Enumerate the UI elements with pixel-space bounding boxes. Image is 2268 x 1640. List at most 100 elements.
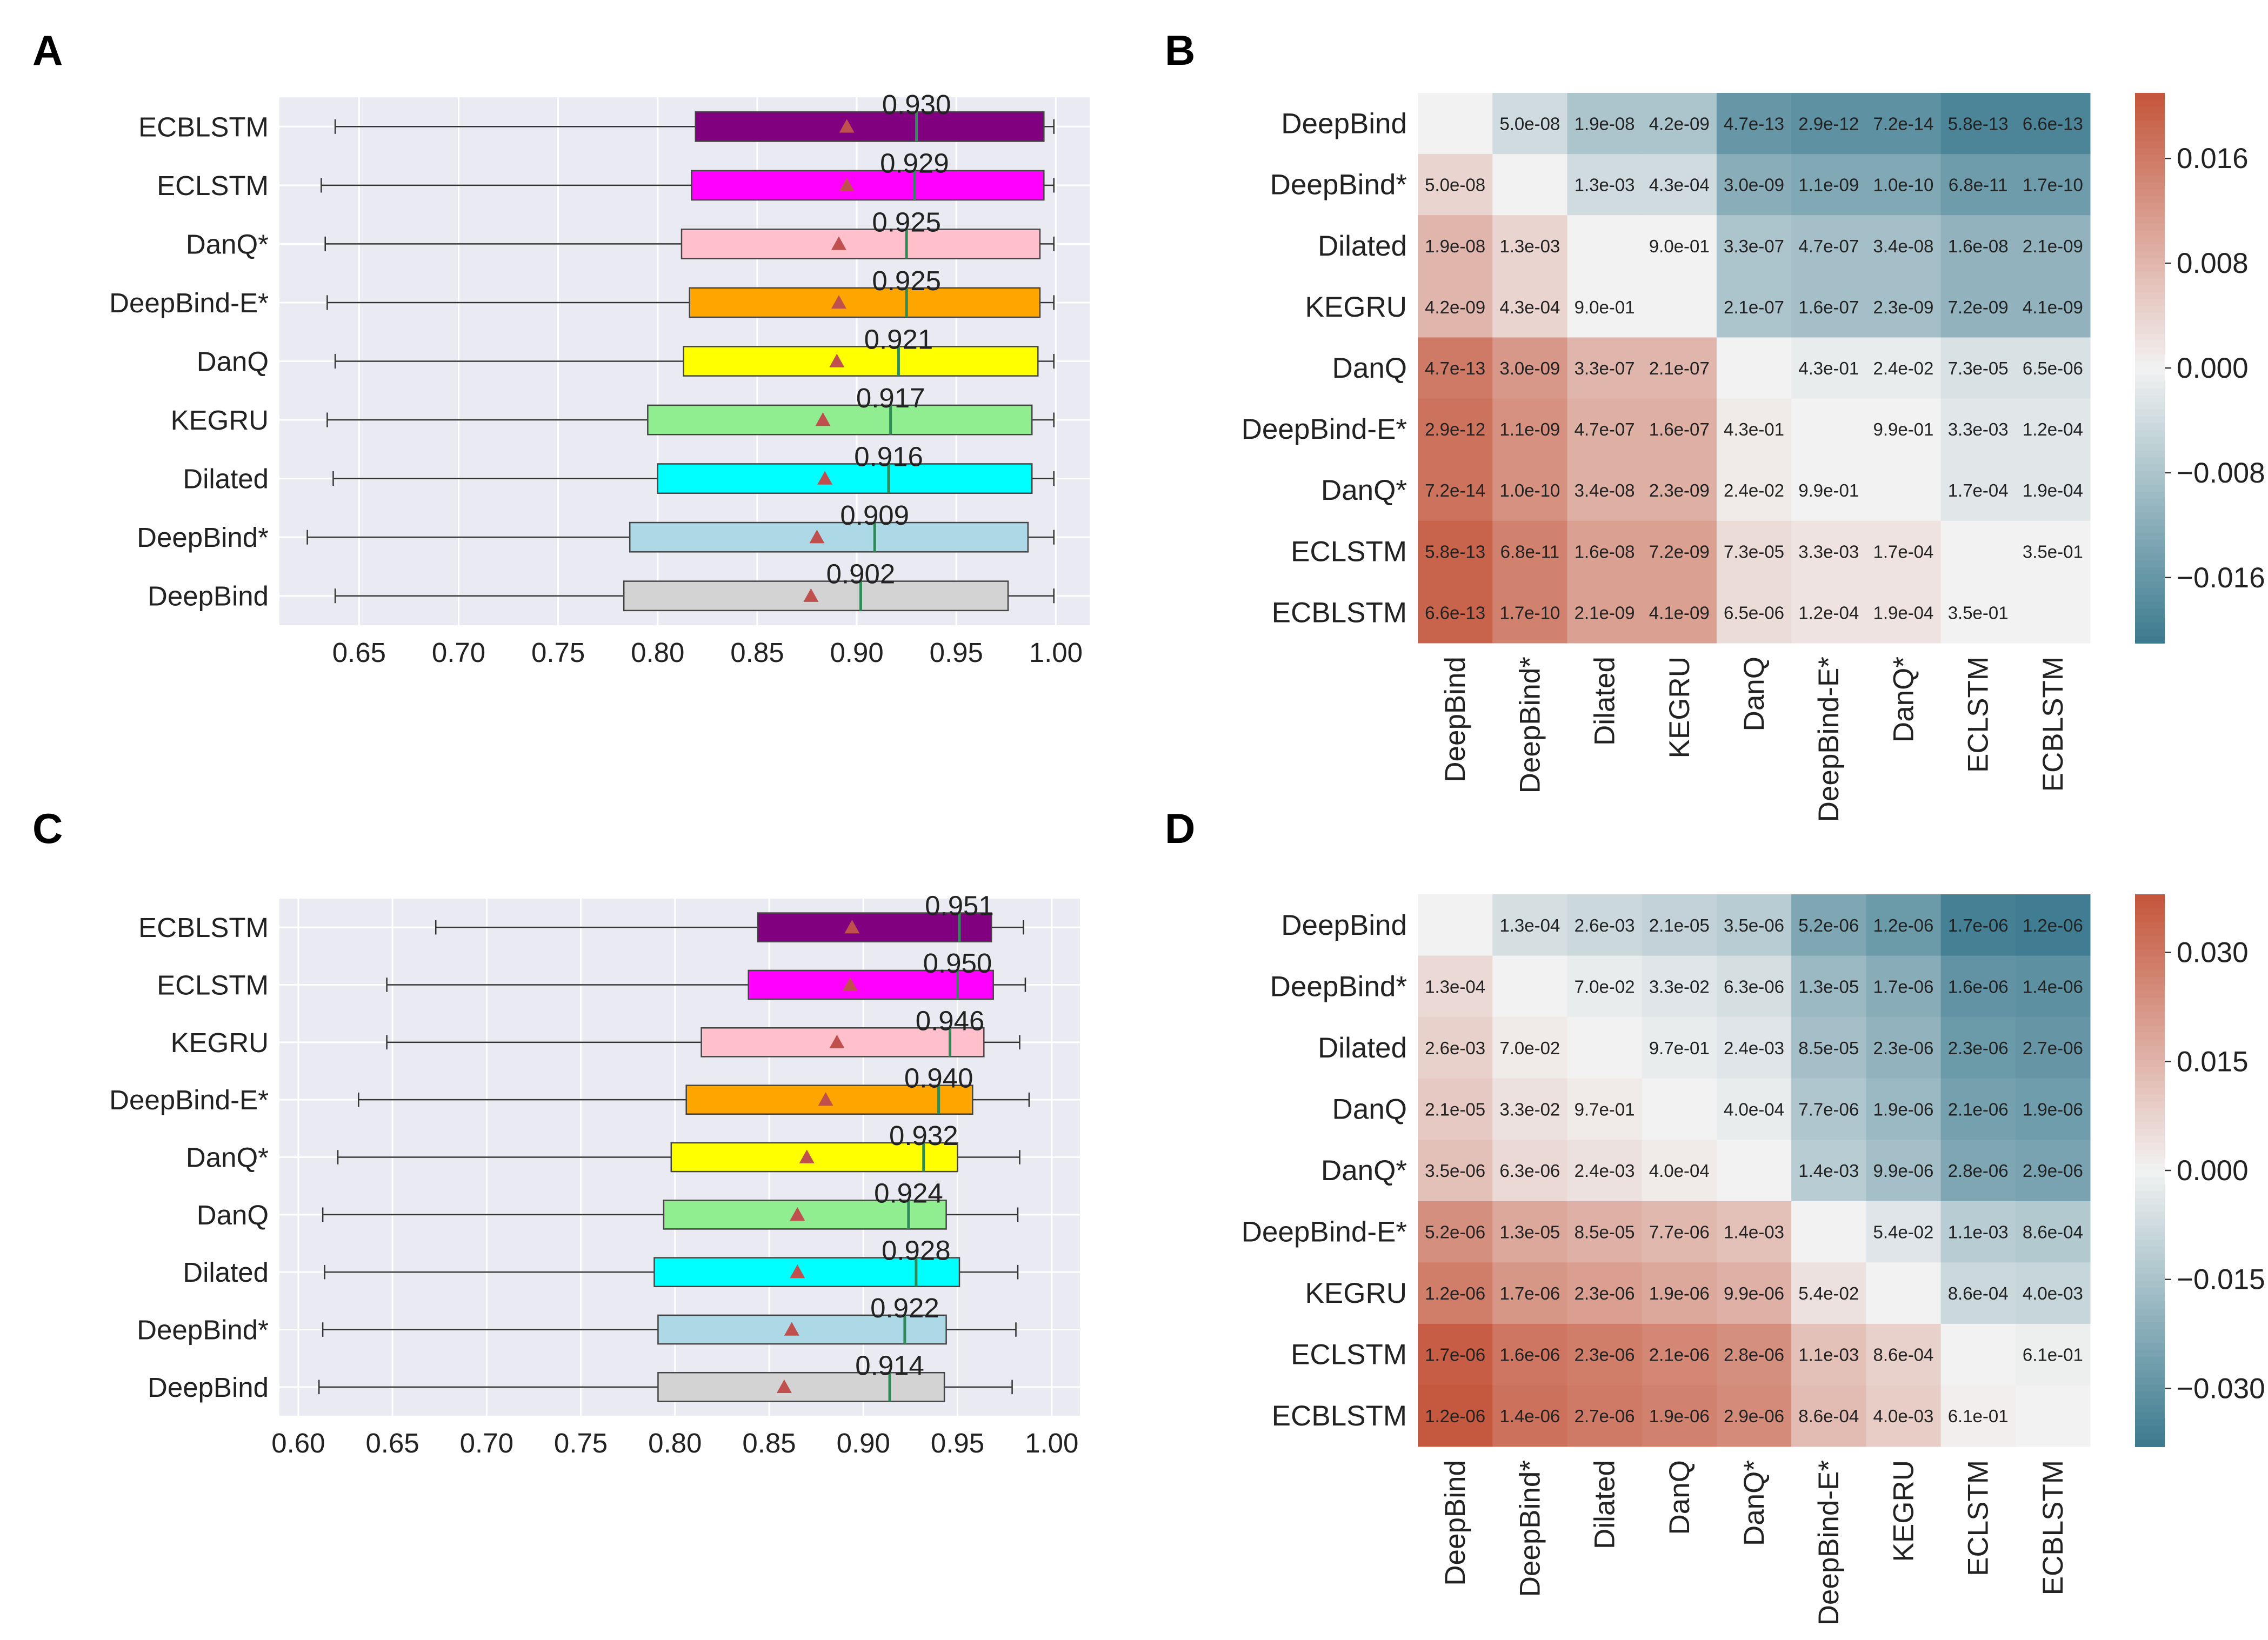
cell-value: 3.0e-09 <box>1499 358 1560 378</box>
x-tick-label: 0.80 <box>648 1428 702 1458</box>
box-deepbind <box>623 580 1009 612</box>
colorbar-segment <box>2135 1177 2165 1185</box>
colorbar-segment <box>2135 1294 2165 1302</box>
median-label: 0.921 <box>864 324 933 354</box>
heatmap-cell <box>1940 581 2016 644</box>
col-label: DeepBind <box>1439 1460 1471 1586</box>
median-label: 0.946 <box>916 1005 985 1036</box>
colorbar-segment <box>2135 1053 2165 1061</box>
colorbar-segment <box>2135 333 2165 342</box>
cell-value: 1.9e-06 <box>1649 1406 1710 1426</box>
heatmap-panel-3: 1.3e-04 2.6e-03 2.1e-05 3.5e-06 5.2e-06 1.2e-… <box>1242 894 2265 1625</box>
heatmap-cell <box>1492 1078 1567 1140</box>
heatmap-cell <box>1567 520 1643 583</box>
colorbar-segment <box>2135 1101 2165 1109</box>
colorbar-segment <box>2135 1018 2165 1026</box>
heatmap-cell <box>1791 276 1866 338</box>
heatmap-cell <box>1567 398 1643 460</box>
colorbar-segment <box>2135 416 2165 424</box>
heatmap-cell <box>1791 1323 1866 1385</box>
cell-value: 2.1e-09 <box>1575 603 1635 622</box>
cell-value: 4.0e-04 <box>1724 1099 1784 1119</box>
colorbar-segment <box>2135 340 2165 348</box>
cell-value: 4.2e-09 <box>1649 114 1710 134</box>
colorbar-segment <box>2135 478 2165 486</box>
colorbar-segment <box>2135 622 2165 630</box>
cell-value: 1.7e-04 <box>1948 480 2009 500</box>
cell-value: 1.3e-04 <box>1499 915 1560 935</box>
cell-value: 1.2e-06 <box>1425 1283 1485 1303</box>
heatmap-cell <box>1716 581 1792 644</box>
median-label: 0.928 <box>882 1235 951 1266</box>
cell-value: 1.3e-03 <box>1499 236 1560 256</box>
colorbar-segment <box>2135 450 2165 458</box>
colorbar-segment <box>2135 162 2165 169</box>
cell-value: 1.3e-04 <box>1425 976 1485 996</box>
heatmap-cell <box>1940 1078 2016 1140</box>
cell-value: 9.9e-06 <box>1724 1283 1784 1303</box>
colorbar-segment <box>2135 1108 2165 1116</box>
cell-value: 1.2e-04 <box>2023 419 2083 439</box>
colorbar-segment <box>2135 354 2165 362</box>
heatmap-cell <box>1940 1262 2016 1324</box>
colorbar-segment <box>2135 395 2165 403</box>
colorbar-tick-label: 0.008 <box>2177 247 2249 279</box>
boxplot-panel-2: 0.60 0.65 0.70 0.75 0.80 0.85 0.90 0.95 1.00 0.95… <box>109 891 1080 1458</box>
colorbar-segment <box>2135 1149 2165 1157</box>
colorbar-segment <box>2135 1418 2165 1427</box>
colorbar-segment <box>2135 977 2165 985</box>
colorbar-segment <box>2135 512 2165 520</box>
colorbar-segment <box>2135 182 2165 190</box>
row-label: Dilated <box>1318 230 1407 262</box>
colorbar-segment <box>2135 908 2165 916</box>
colorbar-segment <box>2135 963 2165 971</box>
heatmap-cell <box>1716 154 1792 216</box>
colorbar-segment <box>2135 1322 2165 1330</box>
colorbar-segment <box>2135 389 2165 396</box>
heatmap-cell <box>1791 154 1866 216</box>
cell-value: 2.1e-06 <box>1948 1099 2009 1119</box>
cell-value: 1.9e-04 <box>2023 480 2083 500</box>
cell-value: 8.5e-05 <box>1575 1222 1635 1242</box>
category-label: ECLSTM <box>157 170 269 201</box>
colorbar-segment <box>2135 1219 2165 1227</box>
heatmap-cell <box>1418 520 1493 583</box>
colorbar-segment <box>2135 196 2165 204</box>
colorbar-tick-label: 0.016 <box>2177 143 2249 175</box>
heatmap-cell <box>1866 955 1942 1018</box>
colorbar-segment <box>2135 629 2165 637</box>
colorbar-segment <box>2135 99 2165 108</box>
cell-value: 2.4e-03 <box>1724 1038 1784 1058</box>
median-label: 0.916 <box>854 441 923 472</box>
heatmap-cell <box>1791 215 1866 277</box>
colorbar-segment <box>2135 230 2165 238</box>
heatmap-cell <box>1866 1078 1942 1140</box>
colorbar-segment <box>2135 1060 2165 1068</box>
cell-value: 2.9e-12 <box>1798 114 1859 134</box>
row-label: DeepBind <box>1281 108 1407 140</box>
colorbar-segment <box>2135 251 2165 259</box>
colorbar-segment <box>2135 93 2165 101</box>
heatmap-cell <box>1866 1385 1942 1447</box>
heatmap-cell <box>1642 955 1717 1018</box>
mean-marker <box>842 977 858 991</box>
heatmap-cell <box>1567 894 1643 956</box>
heatmap-cell <box>1492 154 1567 216</box>
colorbar-segment <box>2135 1032 2165 1040</box>
colorbar-segment <box>2135 990 2165 999</box>
row-label: KEGRU <box>1305 291 1407 323</box>
panel-letter-b: B <box>1165 26 1195 74</box>
colorbar-segment <box>2135 120 2165 128</box>
col-label: DeepBind-E* <box>1813 657 1845 822</box>
cell-value: 4.7e-13 <box>1425 358 1485 378</box>
x-tick-label: 0.85 <box>730 637 784 668</box>
colorbar-segment <box>2135 306 2165 314</box>
colorbar-segment <box>2135 155 2165 163</box>
colorbar-segment <box>2135 1046 2165 1054</box>
cell-value: 1.9e-04 <box>1873 603 1933 622</box>
colorbar-segment <box>2135 381 2165 390</box>
cell-value: 2.7e-06 <box>1575 1406 1635 1426</box>
heatmap-cell <box>1567 581 1643 644</box>
cell-value: 5.8e-13 <box>1948 114 2009 134</box>
x-tick-label: 0.70 <box>432 637 485 668</box>
